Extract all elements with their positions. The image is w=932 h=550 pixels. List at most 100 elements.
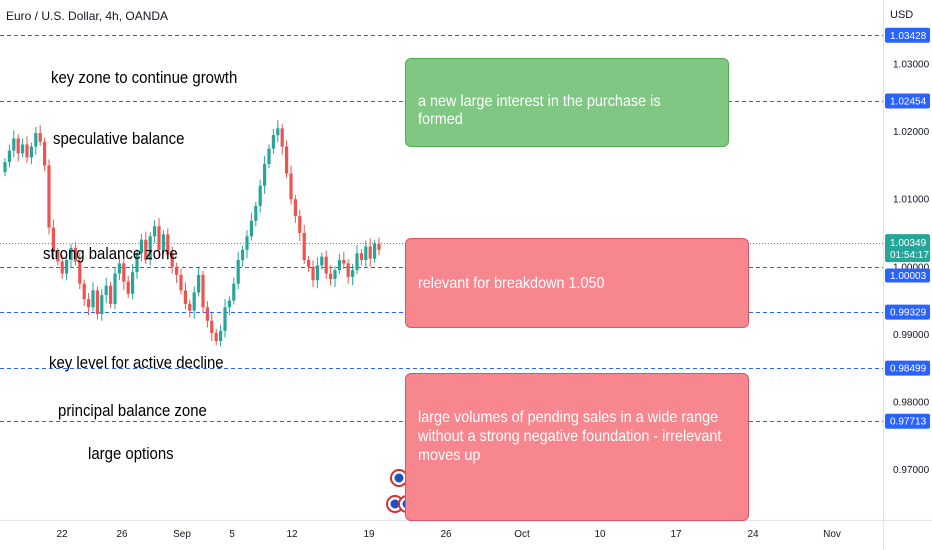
candle-body [43, 141, 47, 166]
candle-body [263, 164, 267, 186]
note-breakdown-text: relevant for breakdown 1.050 [418, 275, 605, 292]
candle-body [47, 165, 51, 228]
candle-body [82, 283, 86, 300]
candle-body [56, 251, 60, 262]
candle-body [249, 220, 253, 237]
candle-body [29, 146, 33, 158]
x-tick-label: 19 [363, 529, 375, 540]
y-tick-label: 1.03000 [893, 60, 930, 71]
price-level-tag [885, 93, 930, 109]
x-tick-label: 10 [594, 529, 606, 540]
us-flag-icon[interactable] [390, 469, 408, 487]
candle-body [51, 227, 55, 252]
candle-body [73, 247, 77, 262]
candle-body [337, 260, 341, 271]
candle-body [188, 303, 192, 311]
y-tick-label: 0.97000 [893, 465, 930, 476]
current-price-tag [885, 234, 930, 263]
candle-body [100, 295, 104, 315]
candle-body [192, 292, 196, 311]
candle-body [131, 272, 135, 294]
candle-body [161, 234, 165, 250]
x-tick-label: 24 [747, 529, 759, 540]
candle-body [104, 285, 108, 296]
candle-body [170, 254, 174, 267]
annotation-key-zone-growth: key zone to continue growth [51, 68, 238, 87]
candle-body [69, 247, 73, 260]
candle-body [329, 273, 333, 279]
symbol-title[interactable]: Euro / U.S. Dollar, 4h, OANDA [6, 9, 169, 23]
candle-body [271, 135, 275, 149]
candle-body [135, 253, 139, 273]
candle-body [7, 150, 11, 163]
candle-body [117, 263, 121, 274]
candle-body [346, 263, 350, 277]
annotation-key-level-decline: key level for active decline [49, 353, 224, 372]
x-tick-label: 5 [229, 529, 235, 540]
candle-body [179, 274, 183, 291]
candle-body [368, 246, 372, 259]
y-tick-label: 1.01000 [893, 195, 930, 206]
candle-body [205, 307, 209, 321]
note-pending-sales[interactable]: large volumes of pending sales in a wide… [405, 373, 749, 521]
current-price-label: 1.00349 [890, 238, 927, 249]
note-purchase-interest[interactable]: a new large interest in the purchase is … [405, 58, 729, 147]
candle-body [236, 260, 240, 284]
candle-body [139, 239, 143, 254]
annotation-speculative-balance: speculative balance [53, 129, 185, 148]
candle-body [324, 256, 328, 274]
candle-body [254, 205, 258, 221]
candle-body [373, 243, 377, 259]
candle-body [280, 128, 284, 147]
price-level-tag [885, 27, 930, 43]
price-level-tag [885, 304, 930, 320]
candle-body [148, 236, 152, 260]
x-tick-label: Sep [173, 529, 191, 540]
candle-body [285, 146, 289, 174]
candle-body [21, 144, 25, 154]
candle-body [197, 274, 201, 293]
candle-body [267, 148, 271, 165]
candle-body [166, 234, 170, 255]
candle-body [315, 265, 319, 281]
annotation-strong-balance-zone: strong balance zone [43, 244, 178, 263]
candle-body [245, 236, 249, 250]
candle-body [311, 266, 315, 281]
candle-body [122, 263, 126, 282]
candle-body [298, 216, 302, 233]
candle-body [60, 261, 64, 274]
candle-body [78, 261, 82, 284]
candle-body [16, 138, 20, 154]
candle-body [87, 299, 91, 308]
currency-label[interactable]: USD [890, 9, 914, 21]
x-tick-label: 22 [56, 529, 68, 540]
support-price-label: 1.00003 [890, 271, 927, 282]
candle-body [359, 253, 363, 260]
candle-body [144, 239, 148, 260]
candle-body [109, 285, 113, 304]
candle-body [355, 253, 359, 271]
candle-body [351, 270, 355, 277]
annotation-principal-balance-zone: principal balance zone [58, 401, 207, 420]
candle-body [95, 290, 99, 315]
candle-body [25, 144, 29, 158]
candle-body [364, 246, 368, 260]
price-level-tag [885, 413, 930, 429]
candle-body [153, 226, 157, 237]
candle-body [113, 273, 117, 304]
candle-body [183, 290, 187, 304]
price-level-tag-label: 1.02454 [890, 97, 927, 108]
y-tick-label: 1.02000 [893, 127, 930, 138]
candle-body [126, 281, 130, 294]
price-level-tag [885, 360, 930, 376]
candle-body [241, 249, 245, 260]
x-tick-label: Oct [514, 529, 530, 540]
candle-body [377, 243, 381, 250]
candle-body [219, 330, 223, 342]
candle-body [3, 162, 7, 173]
candle-body [175, 266, 179, 275]
y-tick-label: 0.98000 [893, 397, 930, 408]
candle-body [307, 260, 311, 267]
candle-body [289, 173, 293, 200]
note-breakdown[interactable]: relevant for breakdown 1.050 [405, 238, 749, 328]
